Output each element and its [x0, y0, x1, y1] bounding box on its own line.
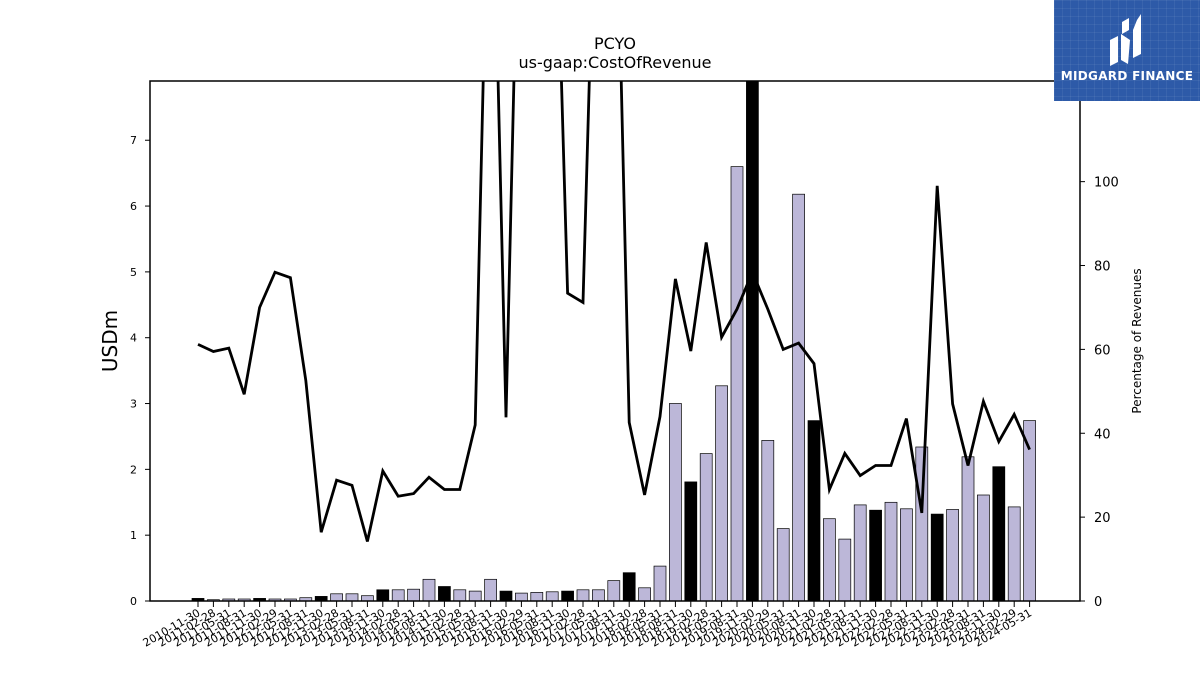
- bar: [669, 403, 682, 602]
- bar: [838, 538, 852, 602]
- bar: [592, 589, 605, 602]
- y-tick-label: 5: [130, 266, 137, 279]
- bar: [869, 509, 882, 602]
- y2-tick-label: 100: [1094, 176, 1119, 191]
- bar: [930, 513, 944, 602]
- bar: [407, 588, 420, 602]
- y2-axis-label: Percentage of Revenues: [1130, 268, 1144, 413]
- y2-tick-label: 80: [1094, 260, 1111, 275]
- y-axis: 0 1 2 3 4 5 6 7: [130, 134, 150, 608]
- bar: [330, 593, 343, 602]
- bar: [946, 509, 959, 602]
- bar: [638, 587, 651, 602]
- bar: [792, 193, 805, 602]
- bar: [607, 580, 621, 602]
- y2-tick-label: 40: [1094, 427, 1111, 442]
- y-tick-label: 4: [130, 332, 137, 345]
- bar: [977, 494, 990, 602]
- bar: [438, 586, 451, 602]
- y-tick-label: 7: [130, 134, 137, 147]
- bar: [730, 166, 744, 602]
- y-axis-label: USDm: [98, 310, 122, 372]
- bar: [961, 456, 975, 602]
- bar: [484, 578, 497, 602]
- bar: [684, 481, 698, 602]
- bar: [653, 565, 667, 602]
- bar: [391, 589, 405, 602]
- y-tick-label: 2: [130, 463, 137, 476]
- y2-axis: 0 20 40 60 80 100: [1080, 176, 1119, 610]
- y2-tick-label: 60: [1094, 343, 1111, 358]
- bar: [361, 595, 374, 602]
- logo-text: MIDGARD FINANCE: [1060, 69, 1194, 83]
- bar: [530, 592, 544, 602]
- bar: [545, 591, 559, 602]
- bar: [761, 440, 775, 602]
- bar: [622, 572, 636, 602]
- x-axis: 2010-11-302011-02-282011-05-312011-08-31…: [141, 601, 1034, 650]
- line-path: [197, 81, 1031, 542]
- bar: [807, 420, 821, 602]
- bar: [376, 589, 390, 602]
- y2-tick-label: 20: [1094, 511, 1111, 526]
- bar: [853, 504, 867, 602]
- bar: [699, 453, 713, 602]
- midgard-logo-icon: [1110, 14, 1141, 66]
- bar: [499, 590, 513, 602]
- y-tick-label: 3: [130, 398, 137, 411]
- y-tick-label: 1: [130, 529, 137, 542]
- bar: [468, 590, 482, 602]
- bar: [746, 80, 759, 602]
- bar-series: [191, 80, 1036, 602]
- chart-title: PCYO: [594, 34, 636, 53]
- y-tick-label: 6: [130, 200, 137, 213]
- y2-tick-label: 0: [1094, 595, 1102, 610]
- bar: [422, 578, 436, 602]
- bar: [561, 590, 574, 602]
- bar: [453, 589, 467, 602]
- bar: [576, 589, 590, 602]
- bar: [915, 446, 929, 602]
- chart-subtitle: us-gaap:CostOfRevenue: [518, 53, 711, 72]
- y-tick-label: 0: [130, 595, 137, 608]
- bar: [776, 528, 790, 602]
- percentage-line-series: [197, 81, 1031, 542]
- bar: [823, 518, 836, 602]
- bar: [1007, 506, 1021, 602]
- bar: [992, 466, 1006, 602]
- bar: [515, 592, 528, 602]
- plot-frame: [149, 80, 1081, 602]
- bar: [345, 593, 359, 602]
- bar: [900, 508, 913, 602]
- bar: [884, 501, 898, 602]
- brand-logo: MIDGARD FINANCE: [1054, 0, 1200, 101]
- bar: [715, 385, 728, 602]
